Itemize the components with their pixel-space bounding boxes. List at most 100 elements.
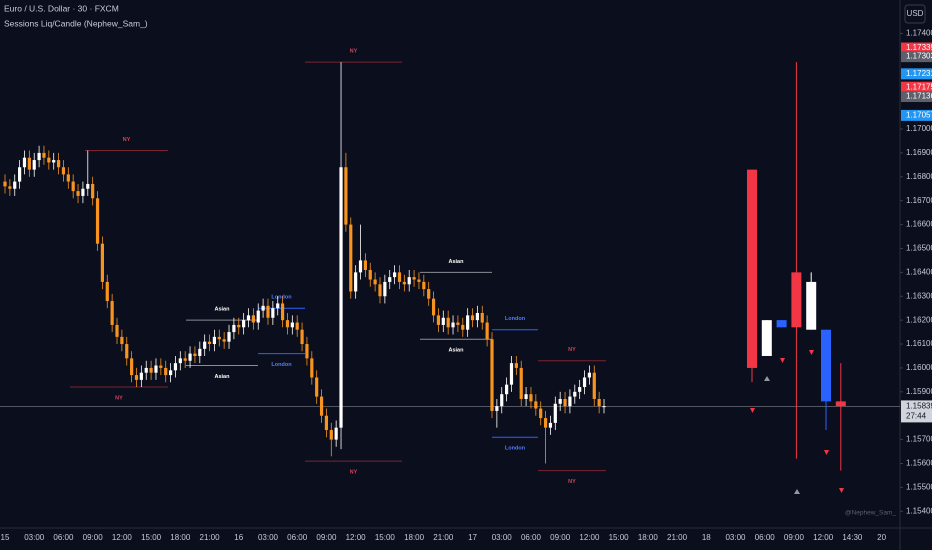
candle-body: [71, 181, 75, 192]
candle-body: [217, 336, 221, 340]
candle-body: [32, 160, 36, 170]
candle-body: [373, 279, 377, 285]
candle-body: [115, 324, 119, 337]
candle-body: [100, 243, 104, 282]
session-label: London: [271, 362, 292, 368]
x-tick-label: 21:00: [433, 533, 454, 542]
marker: [780, 358, 785, 363]
candle-body: [402, 281, 406, 285]
candle-body: [592, 372, 596, 399]
candle-body: [81, 188, 85, 196]
candle-body: [290, 322, 294, 328]
last-price: 1.15839: [906, 402, 932, 411]
x-tick-label: 18: [702, 533, 711, 542]
candle-body: [125, 344, 129, 359]
candle-body: [159, 365, 163, 368]
currency[interactable]: USD: [907, 9, 924, 18]
candle-body: [485, 322, 489, 340]
currency-box[interactable]: [904, 4, 926, 24]
y-tick-label: 1.16300: [906, 291, 932, 300]
price-label: 1.17057: [906, 111, 932, 120]
x-tick-label: 18:00: [170, 533, 191, 542]
candle-body: [52, 160, 56, 163]
session-label: Asian: [215, 307, 231, 313]
candle-body: [543, 418, 548, 428]
candle-body: [480, 312, 484, 323]
candle-body: [393, 272, 397, 278]
candle-body: [388, 277, 392, 282]
y-tick-label: 1.16700: [906, 196, 932, 205]
price-label: 1.17303: [906, 52, 932, 61]
candle-body: [168, 370, 173, 376]
candle-body: [3, 181, 7, 187]
chart-title: Euro / U.S. Dollar · 30 · FXCM: [4, 3, 119, 13]
x-tick-label: 20: [877, 533, 886, 542]
session-label: London: [505, 446, 526, 452]
candle-body: [27, 157, 31, 170]
candle-body: [246, 315, 251, 321]
x-tick-label: 12:00: [112, 533, 133, 542]
candle-body: [412, 277, 416, 280]
candle-body: [456, 322, 460, 325]
x-tick-label: 16: [234, 533, 243, 542]
candle-body: [91, 183, 95, 199]
candle-body: [470, 315, 475, 321]
price-label-box: [901, 42, 932, 54]
candle-body: [110, 301, 114, 325]
session-label: NY: [568, 347, 576, 353]
candle-body: [144, 367, 148, 373]
price-label-box: [901, 51, 932, 63]
candle-body: [553, 403, 557, 423]
x-tick-label: 21:00: [667, 533, 688, 542]
candle-body: [203, 341, 207, 349]
session-label: NY: [568, 479, 576, 485]
candle-body: [305, 344, 309, 359]
price-label: 1.17339: [906, 43, 932, 52]
candle-body: [568, 396, 572, 407]
candle-body: [188, 353, 192, 361]
candle-body: [47, 157, 51, 163]
candle-body: [558, 398, 562, 404]
candle-body: [134, 375, 139, 380]
candle-body: [475, 312, 479, 321]
x-tick-label: 09:00: [784, 533, 805, 542]
candle-body: [582, 377, 587, 388]
candle-body: [285, 320, 290, 328]
candle-body: [315, 377, 319, 397]
watermark: @Nephew_Sam_: [845, 510, 896, 517]
candle-body: [251, 315, 255, 323]
x-tick-label: 14:30: [842, 533, 863, 542]
candle-body: [446, 317, 450, 328]
x-tick-label: 03:00: [725, 533, 746, 542]
candle-body: [232, 324, 236, 333]
session-candle: [806, 281, 817, 330]
candle-body: [407, 277, 411, 285]
candle-body: [324, 415, 329, 431]
x-tick-label: 03:00: [258, 533, 279, 542]
candle-body: [368, 269, 372, 280]
x-tick-label: 15:00: [609, 533, 630, 542]
y-tick-label: 1.17000: [906, 124, 932, 133]
session-label: Asian: [215, 374, 231, 380]
marker: [764, 376, 770, 381]
candle-body: [441, 317, 445, 325]
price-label: 1.17136: [906, 92, 932, 101]
candle-body: [349, 224, 353, 292]
x-tick-label: 12:00: [346, 533, 367, 542]
session-label: NY: [350, 49, 358, 55]
candle-body: [602, 406, 606, 408]
session-label: NY: [123, 137, 131, 143]
price-label-box: [901, 81, 932, 93]
candle-body: [500, 394, 504, 407]
candle-body: [154, 365, 158, 373]
candle-body: [271, 308, 275, 318]
candle-body: [173, 363, 178, 371]
price-label-box: [901, 109, 932, 121]
candle-body: [227, 332, 231, 342]
candle-body: [378, 284, 382, 297]
candle-body: [61, 167, 66, 175]
candle-body: [86, 183, 90, 189]
candle-body: [212, 336, 217, 345]
